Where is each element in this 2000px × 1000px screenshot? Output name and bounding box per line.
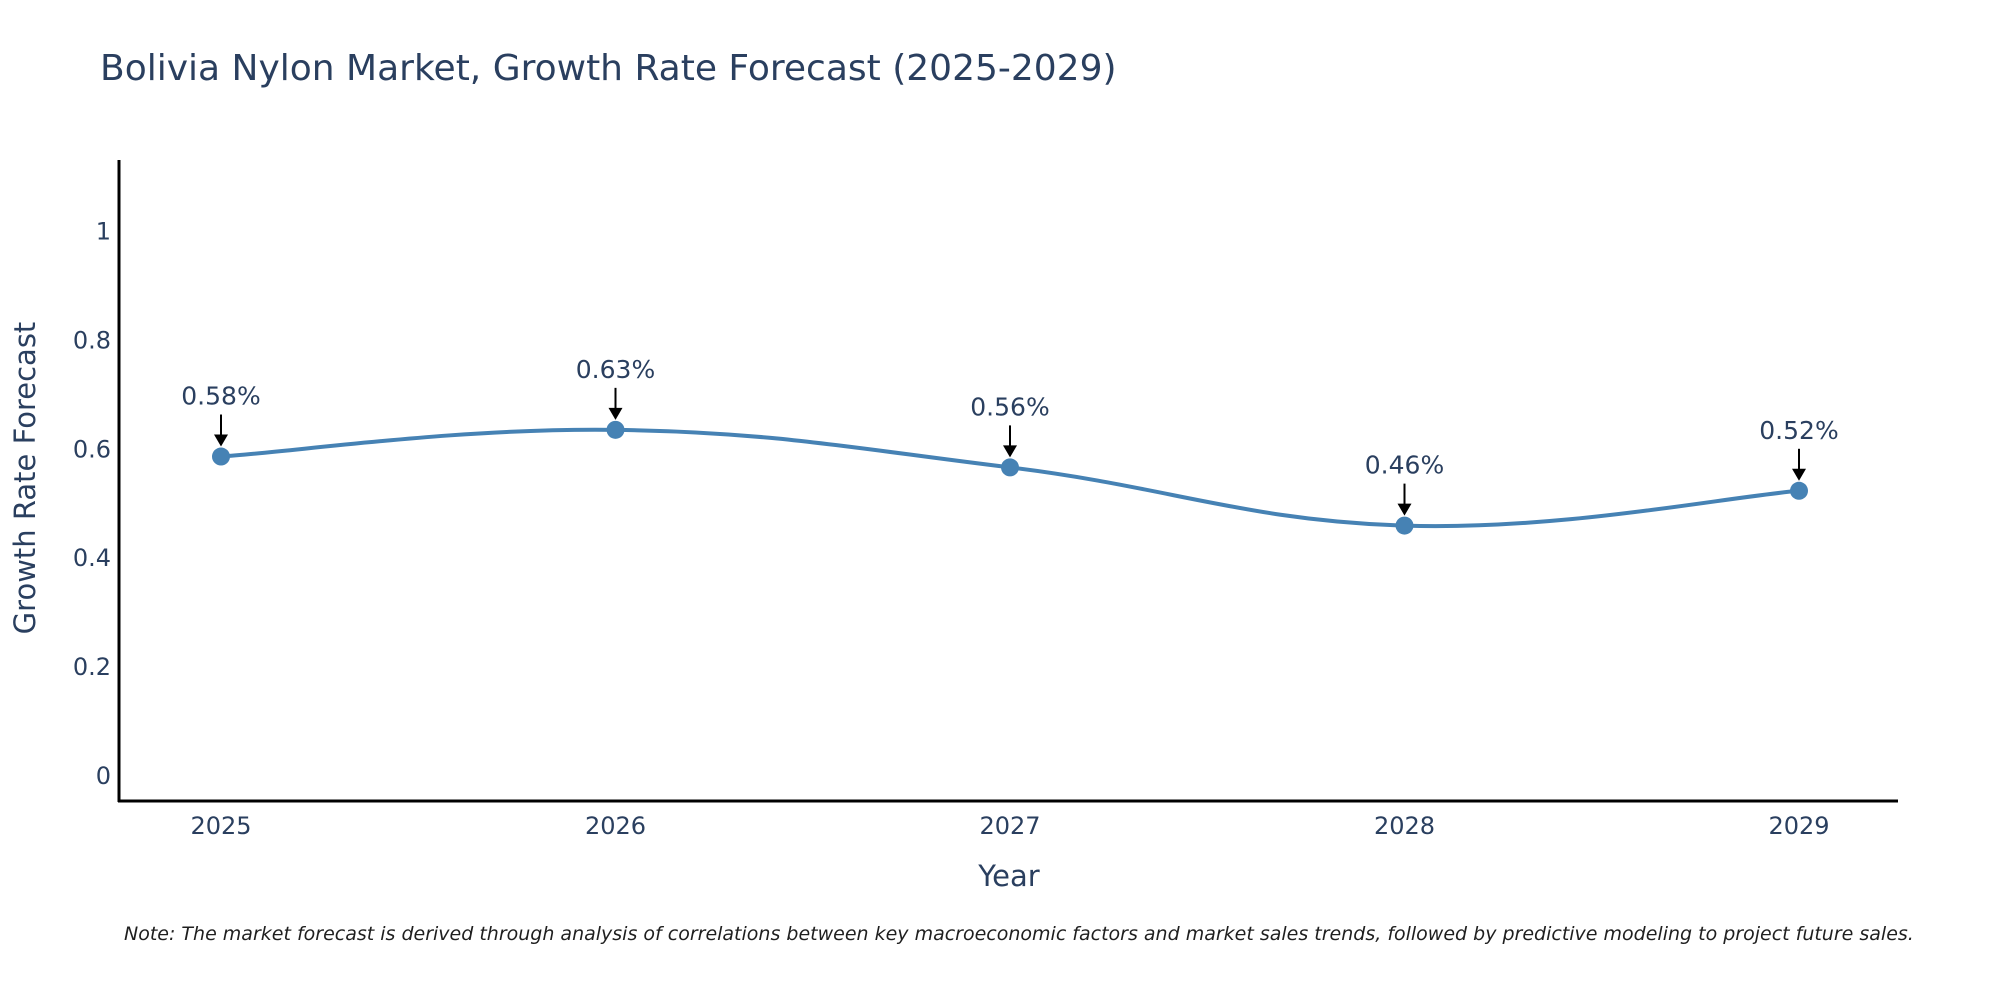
y-tick-label: 0.2	[73, 653, 111, 681]
y-axis-title: Growth Rate Forecast	[8, 322, 42, 635]
x-tick-label: 2025	[190, 812, 251, 840]
chart-note: Note: The market forecast is derived thr…	[124, 923, 1914, 945]
x-tick-labels: 2025 2026 2027 2028 2029	[190, 812, 1829, 840]
annotation-arrowhead	[214, 434, 228, 447]
data-label: 0.58%	[181, 382, 260, 411]
y-tick-label: 0	[96, 762, 111, 790]
chart-title: Bolivia Nylon Market, Growth Rate Foreca…	[100, 48, 1117, 89]
annotation-arrowhead	[1003, 445, 1017, 458]
x-tick-label: 2028	[1374, 812, 1435, 840]
annotation-arrowhead	[1397, 503, 1412, 516]
data-point	[1001, 458, 1019, 477]
x-axis-title: Year	[977, 859, 1039, 893]
x-tick-label: 2027	[979, 812, 1040, 840]
y-tick-label: 0.8	[73, 327, 111, 355]
y-tick-label: 0.6	[73, 435, 111, 463]
data-label: 0.56%	[970, 392, 1049, 421]
data-point	[1790, 481, 1808, 500]
data-label: 0.52%	[1759, 416, 1838, 445]
x-tick-label: 2029	[1768, 812, 1829, 840]
y-tick-label: 0.4	[73, 544, 111, 572]
y-tick-label: 1	[96, 218, 111, 246]
data-point	[1395, 516, 1414, 535]
y-tick-labels: 0 0.2 0.4 0.6 0.8 1	[73, 218, 111, 790]
data-label: 0.63%	[576, 355, 655, 384]
data-label: 0.46%	[1365, 451, 1444, 480]
annotation-arrowhead	[1792, 468, 1806, 481]
data-annotations: 0.58% 0.63% 0.56% 0.46% 0.52%	[181, 355, 1839, 516]
data-markers	[212, 420, 1808, 535]
data-point	[606, 420, 625, 439]
x-tick-label: 2026	[585, 812, 646, 840]
annotation-arrowhead	[608, 407, 623, 420]
data-point	[212, 447, 230, 466]
